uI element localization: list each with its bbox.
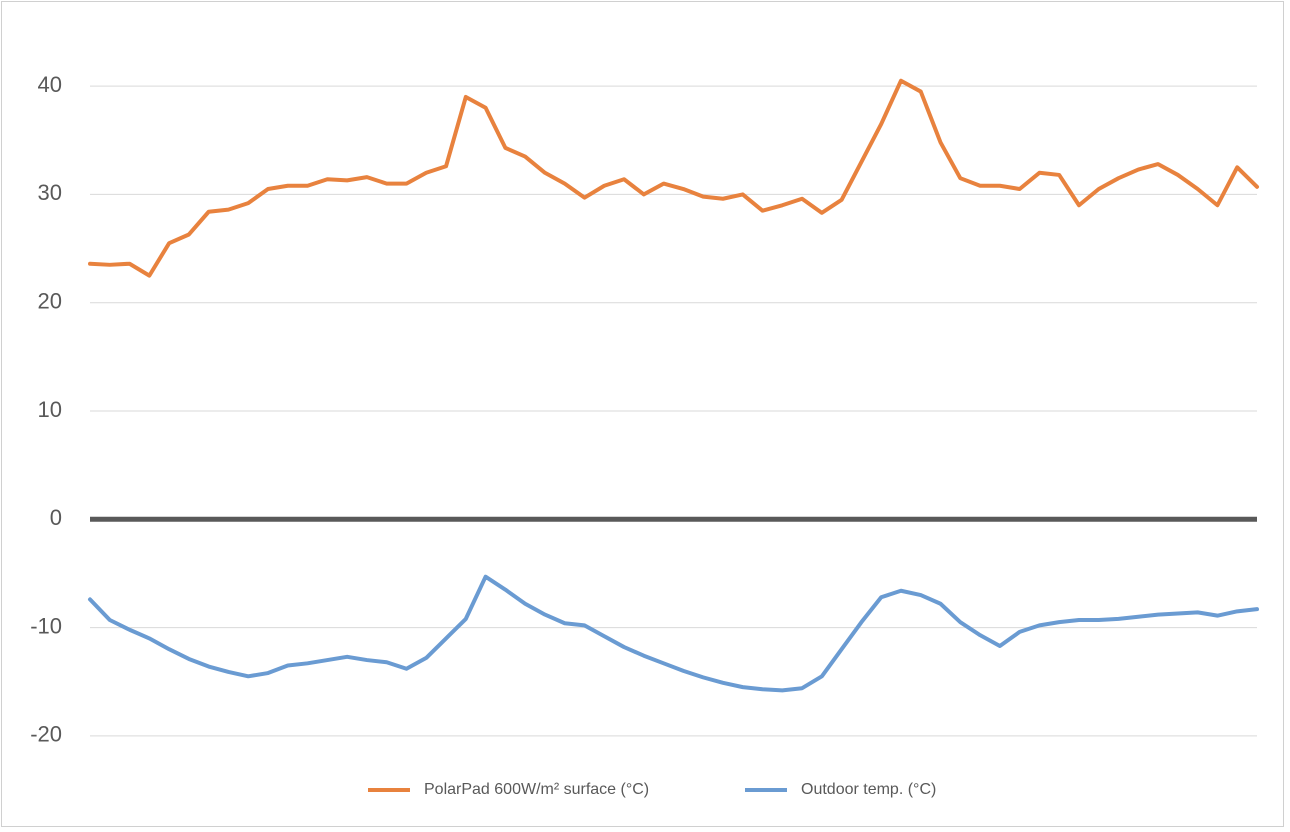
y-tick-label: 40	[38, 72, 62, 97]
legend-label: Outdoor temp. (°C)	[801, 781, 936, 798]
y-tick-label: 10	[38, 397, 62, 422]
y-tick-label: -10	[30, 613, 62, 638]
series-line	[88, 78, 1259, 278]
y-tick-label: 20	[38, 289, 62, 314]
y-tick-label: -20	[30, 722, 62, 747]
y-tick-label: 0	[50, 505, 62, 530]
series-line	[88, 574, 1259, 693]
y-tick-label: 30	[38, 180, 62, 205]
legend-label: PolarPad 600W/m² surface (°C)	[424, 781, 649, 798]
